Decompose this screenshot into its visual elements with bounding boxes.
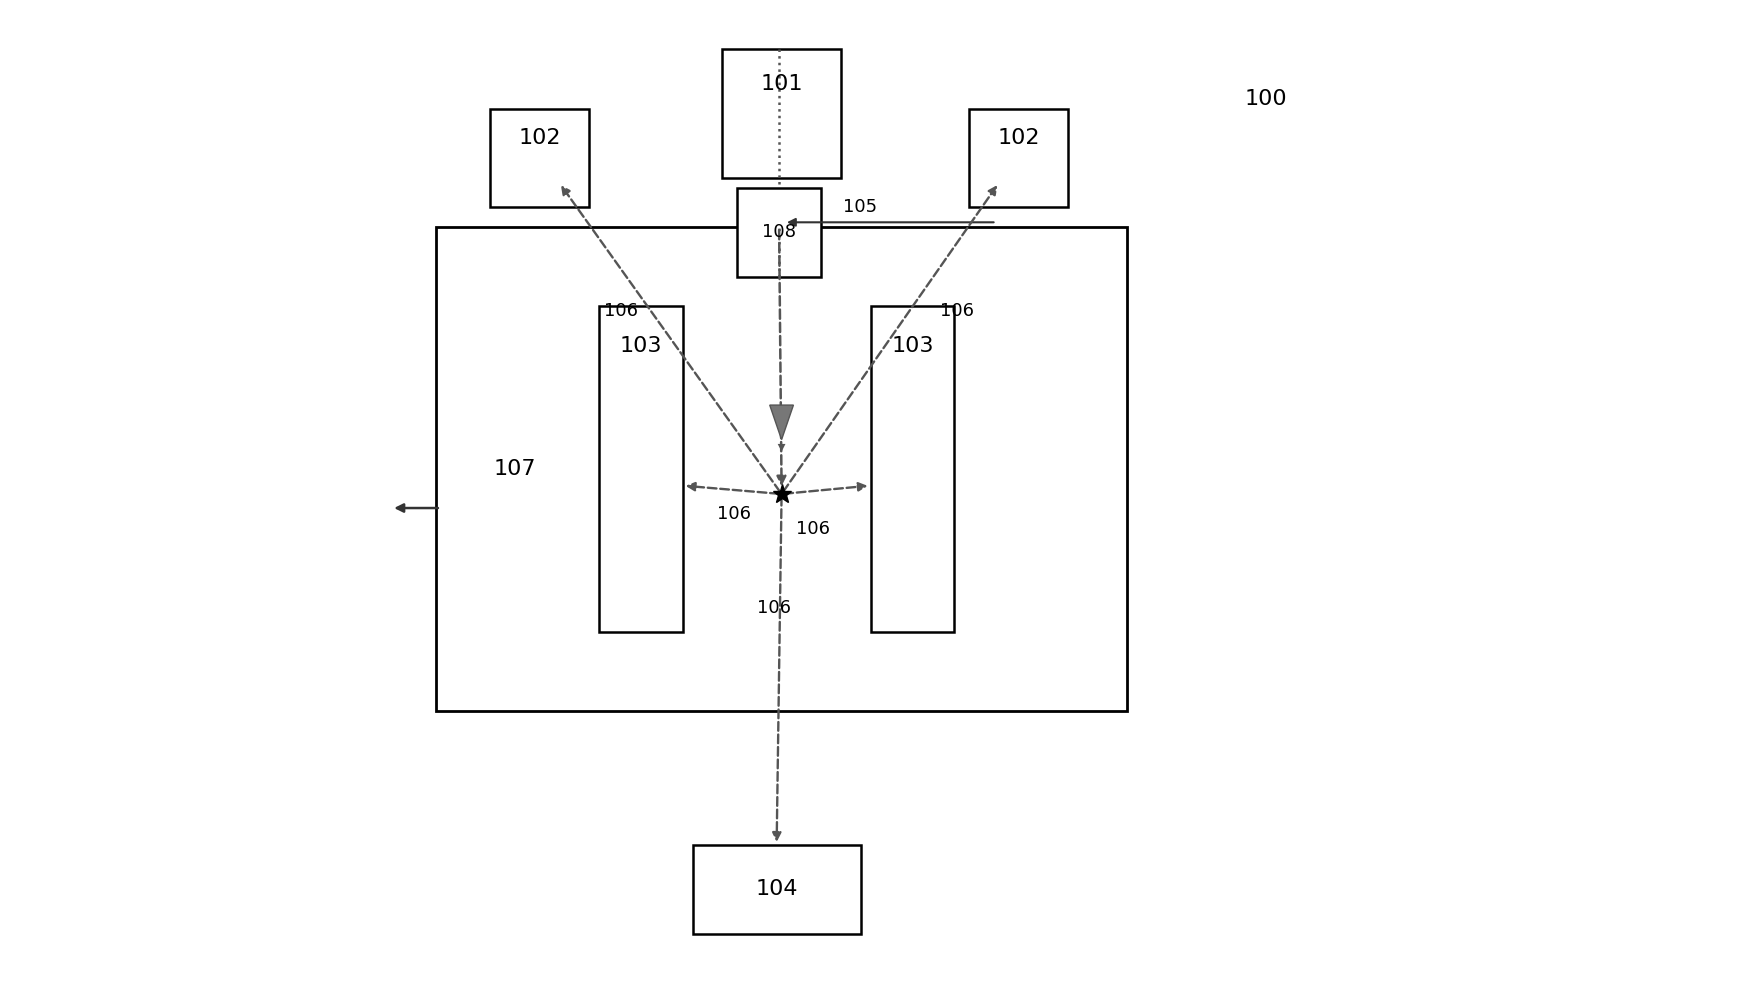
Text: 102: 102 — [998, 128, 1039, 148]
Text: 103: 103 — [620, 336, 662, 356]
Text: 107: 107 — [493, 459, 536, 479]
Text: 106: 106 — [604, 302, 637, 320]
Text: 101: 101 — [761, 74, 803, 94]
Bar — [491, 109, 588, 207]
Bar — [870, 306, 954, 632]
Text: 102: 102 — [519, 128, 561, 148]
Text: 104: 104 — [756, 879, 797, 899]
Bar — [693, 845, 860, 934]
Text: 106: 106 — [940, 302, 973, 320]
Text: 106: 106 — [757, 599, 790, 617]
Bar — [435, 227, 1128, 711]
Bar — [723, 49, 841, 178]
Text: 106: 106 — [717, 505, 752, 523]
Text: 105: 105 — [843, 199, 877, 216]
Text: 106: 106 — [796, 520, 830, 537]
Bar — [736, 188, 822, 277]
Text: 100: 100 — [1245, 89, 1287, 109]
Bar — [599, 306, 682, 632]
Bar — [970, 109, 1067, 207]
Polygon shape — [770, 405, 794, 440]
Text: 108: 108 — [763, 223, 796, 241]
Text: 103: 103 — [891, 336, 933, 356]
